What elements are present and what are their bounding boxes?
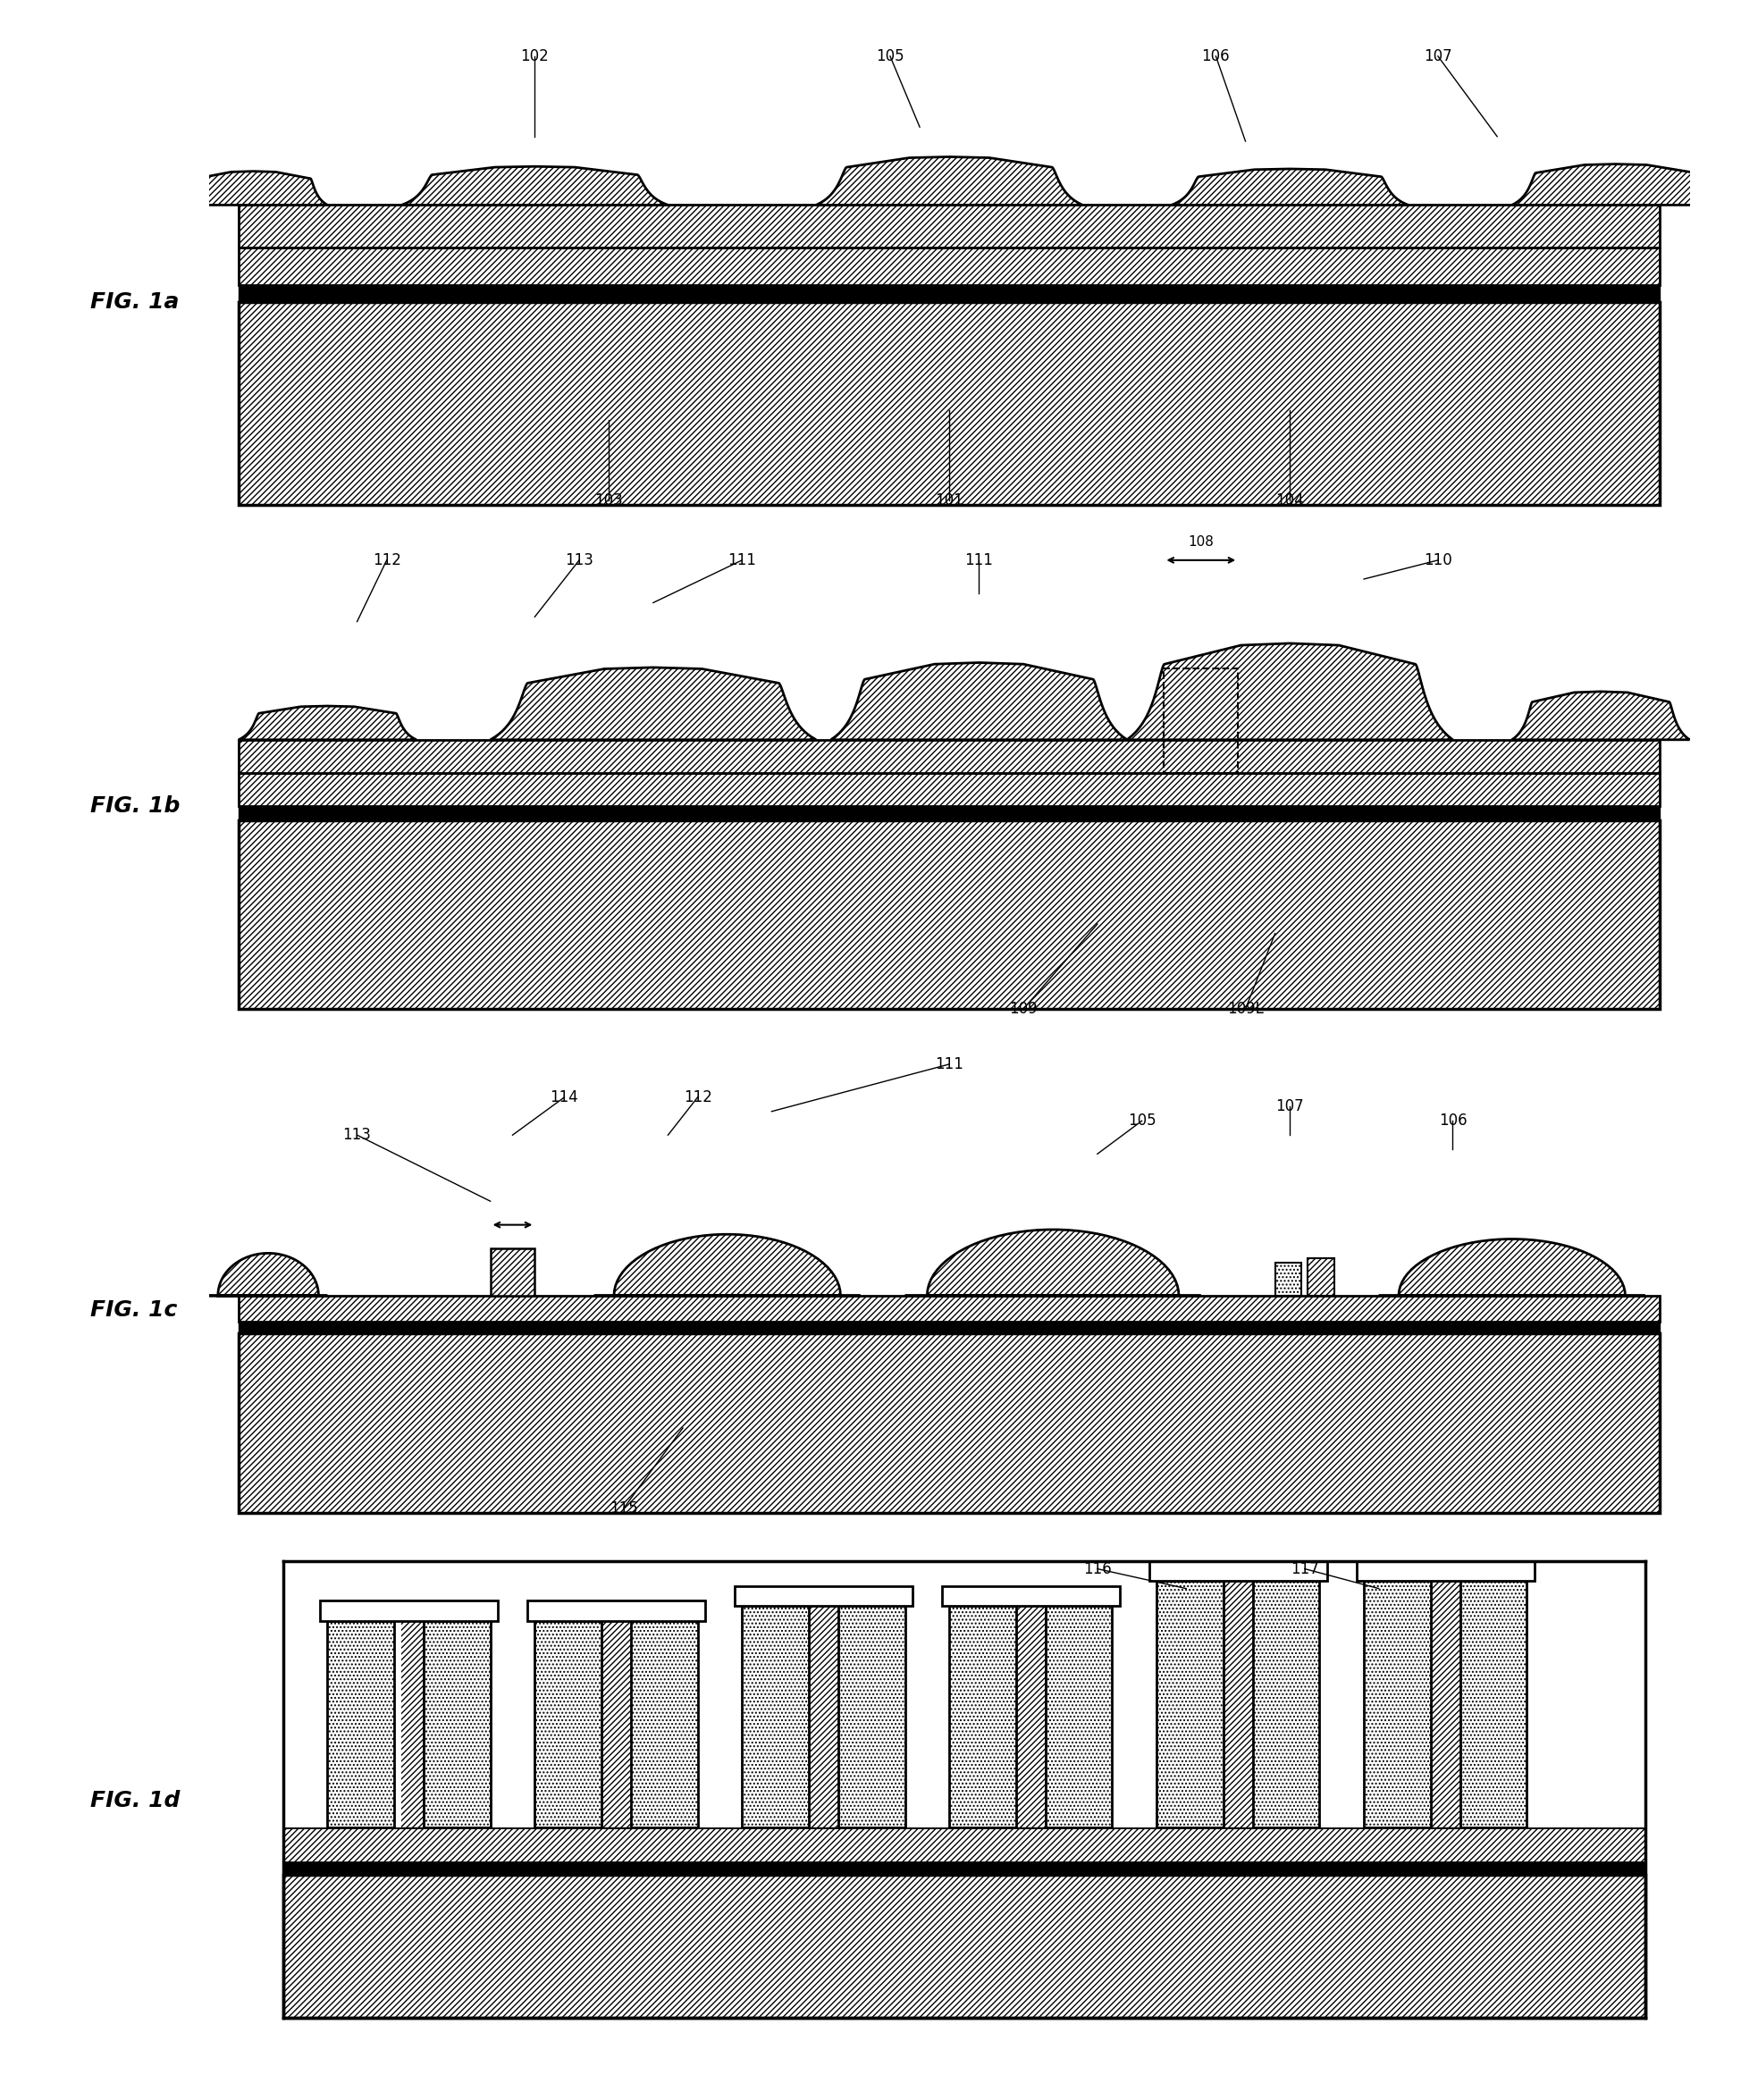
Bar <box>1163 668 1238 773</box>
Text: 116: 116 <box>1083 1560 1111 1577</box>
Text: FIG. 1a: FIG. 1a <box>91 292 179 313</box>
Bar <box>423 1621 491 1827</box>
Text: 109L: 109L <box>1227 1002 1262 1016</box>
Bar <box>239 302 1659 504</box>
Bar <box>1274 1262 1301 1296</box>
Text: 108: 108 <box>1187 536 1213 548</box>
Bar <box>239 206 1659 248</box>
Bar <box>439 1621 534 1827</box>
Text: 106: 106 <box>1201 48 1229 65</box>
Text: 115: 115 <box>609 1499 637 1516</box>
Text: 113: 113 <box>564 552 594 569</box>
Text: 104: 104 <box>1274 491 1304 508</box>
Bar <box>239 819 1659 1010</box>
Polygon shape <box>817 158 1081 206</box>
Bar <box>1060 1581 1156 1827</box>
Text: 111: 111 <box>935 1056 963 1073</box>
Bar <box>601 1621 630 1827</box>
Bar <box>320 1600 498 1621</box>
Polygon shape <box>1511 691 1689 739</box>
Bar <box>1252 1581 1320 1827</box>
Bar <box>239 1334 1659 1512</box>
Polygon shape <box>209 1254 327 1296</box>
Polygon shape <box>1126 643 1452 739</box>
Text: FIG. 1d: FIG. 1d <box>91 1789 181 1812</box>
Bar <box>735 1586 912 1606</box>
Bar <box>1015 1606 1045 1827</box>
Text: 111: 111 <box>965 552 992 569</box>
Polygon shape <box>239 706 416 739</box>
Text: 105: 105 <box>1126 1113 1156 1130</box>
Polygon shape <box>1379 1239 1644 1296</box>
Bar <box>949 1606 1015 1827</box>
Bar <box>239 773 1659 806</box>
Polygon shape <box>905 1231 1200 1296</box>
Polygon shape <box>400 166 669 206</box>
Text: 107: 107 <box>1422 48 1452 65</box>
Bar <box>239 248 1659 286</box>
Text: 109: 109 <box>1008 1002 1038 1016</box>
Text: 113: 113 <box>343 1128 371 1142</box>
Bar <box>1459 1581 1525 1827</box>
Bar <box>239 286 1659 302</box>
Bar <box>837 1606 905 1827</box>
Bar <box>282 1863 1644 1875</box>
Text: 102: 102 <box>521 48 548 65</box>
Polygon shape <box>594 1235 860 1296</box>
Text: 112: 112 <box>682 1090 712 1105</box>
Bar <box>1222 1581 1252 1827</box>
Text: 117: 117 <box>1290 1560 1318 1577</box>
Text: 103: 103 <box>594 491 623 508</box>
Bar <box>1429 1581 1459 1827</box>
Text: 107: 107 <box>1274 1098 1304 1115</box>
Text: 106: 106 <box>1438 1113 1466 1130</box>
Text: FIG. 1c: FIG. 1c <box>91 1300 178 1321</box>
Bar <box>742 1606 808 1827</box>
Polygon shape <box>1511 164 1718 206</box>
Bar <box>646 1606 742 1827</box>
Bar <box>239 1321 1659 1334</box>
Bar <box>1307 1258 1334 1296</box>
Bar <box>239 739 1659 773</box>
Bar <box>282 1827 1644 1863</box>
Bar <box>528 1600 705 1621</box>
Bar <box>239 1296 1659 1321</box>
Polygon shape <box>1170 168 1407 206</box>
Bar <box>630 1621 696 1827</box>
Bar <box>1149 1562 1327 1581</box>
Bar <box>282 1875 1644 2018</box>
Bar <box>1363 1581 1429 1827</box>
Bar <box>1356 1562 1534 1581</box>
Bar <box>327 1621 393 1827</box>
Bar <box>491 1247 534 1296</box>
Bar <box>239 806 1659 819</box>
Bar <box>1156 1581 1222 1827</box>
Polygon shape <box>491 668 815 739</box>
Bar <box>1267 1581 1363 1827</box>
Text: 114: 114 <box>550 1090 578 1105</box>
Bar <box>1475 1581 1644 1827</box>
Polygon shape <box>830 664 1126 739</box>
Bar <box>393 1621 423 1827</box>
Bar <box>808 1606 837 1827</box>
Bar <box>1045 1606 1112 1827</box>
Text: 101: 101 <box>935 491 963 508</box>
Bar <box>853 1606 949 1827</box>
Polygon shape <box>179 172 327 206</box>
Text: 105: 105 <box>876 48 904 65</box>
Text: 110: 110 <box>1422 552 1452 569</box>
Text: 111: 111 <box>728 552 756 569</box>
Text: FIG. 1b: FIG. 1b <box>91 796 181 817</box>
Text: 112: 112 <box>373 552 400 569</box>
Bar <box>282 1621 400 1827</box>
Bar <box>942 1586 1119 1606</box>
Bar <box>534 1621 601 1827</box>
